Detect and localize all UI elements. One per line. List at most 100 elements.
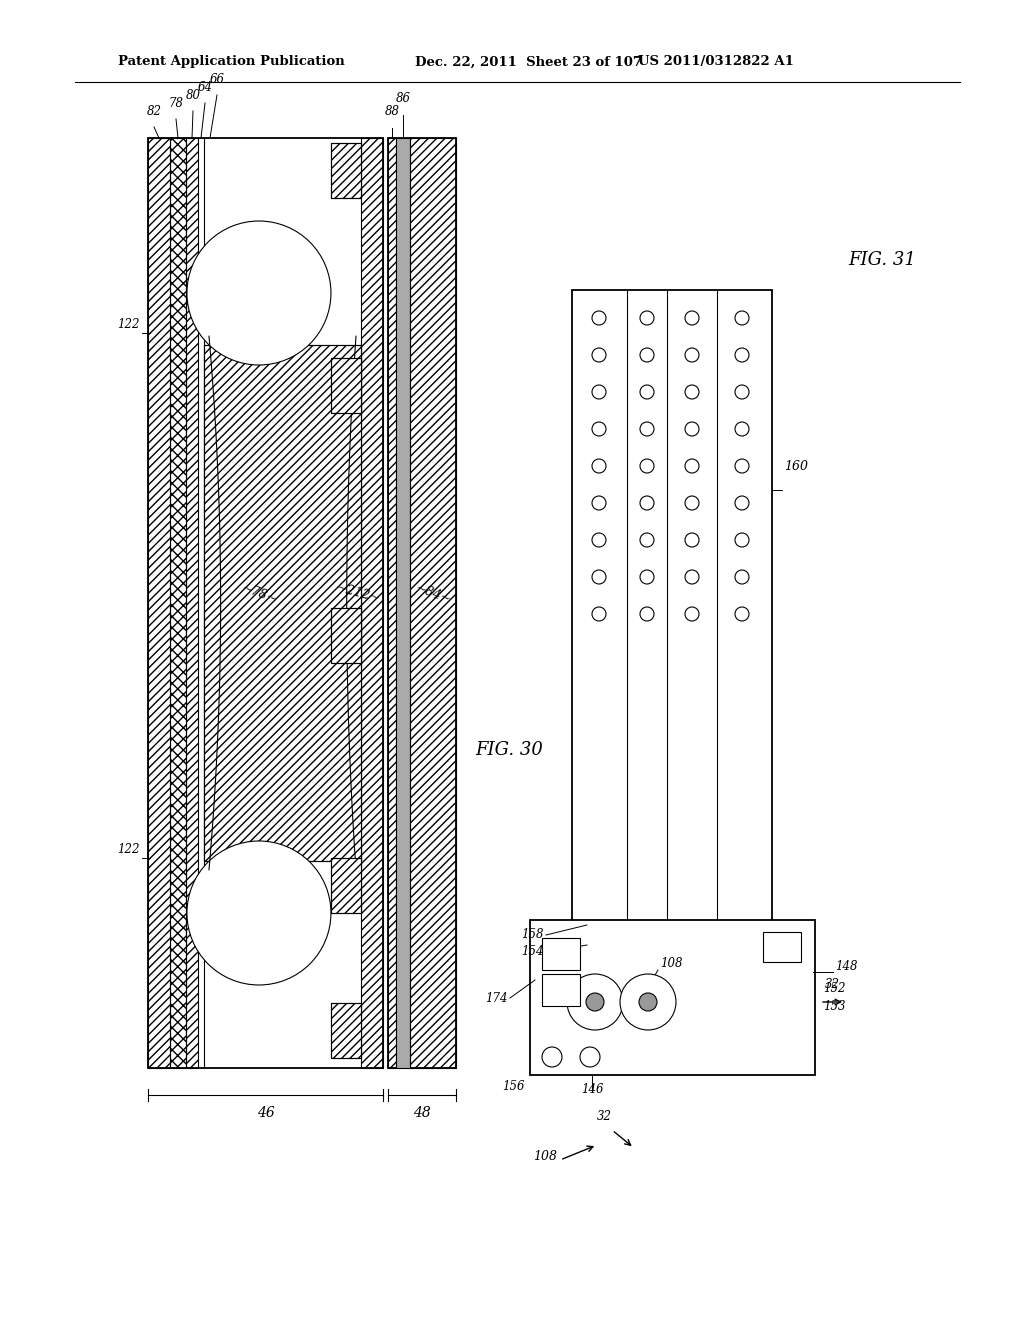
- Circle shape: [685, 348, 699, 362]
- Text: ~84~: ~84~: [414, 581, 453, 606]
- Bar: [331, 858, 361, 913]
- Bar: [148, 139, 383, 1068]
- Text: 88: 88: [384, 106, 399, 117]
- Text: 122: 122: [118, 843, 140, 855]
- Circle shape: [592, 312, 606, 325]
- Bar: [204, 345, 361, 861]
- Circle shape: [567, 974, 623, 1030]
- Bar: [331, 358, 361, 413]
- Bar: [396, 139, 410, 1068]
- Text: 153: 153: [823, 1001, 846, 1012]
- Text: 158: 158: [521, 928, 544, 941]
- Text: 64: 64: [198, 81, 213, 94]
- Circle shape: [592, 459, 606, 473]
- Circle shape: [735, 385, 749, 399]
- Text: 32: 32: [824, 978, 840, 991]
- Circle shape: [640, 533, 654, 546]
- Bar: [331, 858, 361, 913]
- Circle shape: [542, 1047, 562, 1067]
- Text: 32: 32: [597, 1110, 611, 1123]
- Circle shape: [735, 459, 749, 473]
- Bar: [148, 139, 170, 1068]
- Circle shape: [735, 570, 749, 583]
- Bar: [530, 920, 815, 1074]
- Text: US 2011/0312822 A1: US 2011/0312822 A1: [638, 55, 794, 69]
- Text: ~62~: ~62~: [264, 289, 303, 312]
- Circle shape: [735, 496, 749, 510]
- Text: 78: 78: [169, 96, 183, 110]
- Text: 160: 160: [784, 459, 808, 473]
- Circle shape: [735, 607, 749, 620]
- Bar: [170, 139, 186, 1068]
- Text: 148: 148: [835, 960, 857, 973]
- Circle shape: [592, 607, 606, 620]
- Circle shape: [592, 570, 606, 583]
- Circle shape: [580, 1047, 600, 1067]
- Circle shape: [685, 570, 699, 583]
- Bar: [388, 139, 396, 1068]
- Bar: [186, 139, 198, 1068]
- Bar: [388, 139, 456, 1068]
- Text: 80: 80: [185, 88, 201, 102]
- Text: 146: 146: [581, 1082, 603, 1096]
- Circle shape: [586, 993, 604, 1011]
- Circle shape: [685, 422, 699, 436]
- Circle shape: [685, 533, 699, 546]
- Bar: [542, 974, 580, 1006]
- Circle shape: [735, 312, 749, 325]
- Circle shape: [640, 348, 654, 362]
- Text: ~78~: ~78~: [240, 581, 279, 606]
- Text: Patent Application Publication: Patent Application Publication: [118, 55, 345, 69]
- Text: FIG. 30: FIG. 30: [475, 741, 543, 759]
- Circle shape: [592, 385, 606, 399]
- Circle shape: [685, 312, 699, 325]
- Bar: [331, 609, 361, 663]
- Text: 174: 174: [485, 993, 508, 1005]
- Text: 154: 154: [521, 945, 544, 958]
- Circle shape: [640, 496, 654, 510]
- Text: ~60~: ~60~: [264, 909, 303, 931]
- Circle shape: [640, 459, 654, 473]
- Circle shape: [685, 385, 699, 399]
- Text: 156: 156: [503, 1080, 525, 1093]
- Bar: [572, 290, 772, 931]
- Bar: [204, 345, 361, 861]
- Bar: [331, 1003, 361, 1059]
- Text: 66: 66: [210, 73, 224, 86]
- Text: 48: 48: [413, 1106, 431, 1119]
- Text: 82: 82: [146, 106, 162, 117]
- Text: 108: 108: [534, 1150, 557, 1163]
- Circle shape: [640, 570, 654, 583]
- Bar: [331, 1003, 361, 1059]
- Text: ~212~: ~212~: [335, 582, 381, 606]
- Circle shape: [640, 422, 654, 436]
- Circle shape: [592, 348, 606, 362]
- Bar: [331, 609, 361, 663]
- Text: 108: 108: [660, 957, 683, 970]
- Circle shape: [187, 220, 331, 366]
- Circle shape: [640, 312, 654, 325]
- Bar: [331, 143, 361, 198]
- Circle shape: [620, 974, 676, 1030]
- Circle shape: [735, 422, 749, 436]
- Circle shape: [592, 533, 606, 546]
- Circle shape: [640, 607, 654, 620]
- Text: FIG. 31: FIG. 31: [848, 251, 915, 269]
- Text: 152: 152: [823, 982, 846, 995]
- Circle shape: [735, 533, 749, 546]
- Circle shape: [685, 607, 699, 620]
- Text: Dec. 22, 2011  Sheet 23 of 107: Dec. 22, 2011 Sheet 23 of 107: [415, 55, 642, 69]
- Bar: [361, 139, 383, 1068]
- Circle shape: [187, 841, 331, 985]
- Circle shape: [685, 496, 699, 510]
- Bar: [331, 143, 361, 198]
- Circle shape: [592, 496, 606, 510]
- Bar: [331, 358, 361, 413]
- Circle shape: [685, 459, 699, 473]
- Circle shape: [639, 993, 657, 1011]
- Circle shape: [640, 385, 654, 399]
- Bar: [542, 939, 580, 970]
- Text: 122: 122: [118, 318, 140, 331]
- Text: 86: 86: [395, 92, 411, 106]
- Text: 46: 46: [257, 1106, 274, 1119]
